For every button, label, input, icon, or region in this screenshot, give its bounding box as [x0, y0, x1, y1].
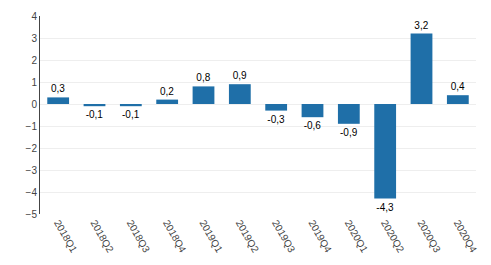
- svg-text:2018Q3: 2018Q3: [125, 218, 153, 255]
- svg-text:0,2: 0,2: [160, 86, 174, 97]
- svg-text:0,4: 0,4: [451, 81, 465, 92]
- svg-text:−4: −4: [26, 187, 38, 198]
- svg-text:-0,9: -0,9: [340, 127, 358, 138]
- svg-text:2018Q1: 2018Q1: [52, 218, 80, 255]
- svg-text:−2: −2: [26, 143, 38, 154]
- svg-text:−5: −5: [26, 209, 38, 220]
- svg-text:-0,3: -0,3: [267, 114, 285, 125]
- svg-text:4: 4: [31, 11, 37, 22]
- svg-text:0,9: 0,9: [233, 70, 247, 81]
- svg-text:3: 3: [31, 33, 37, 44]
- svg-text:2020Q1: 2020Q1: [343, 218, 371, 255]
- svg-text:2018Q2: 2018Q2: [88, 218, 116, 255]
- svg-text:0,3: 0,3: [51, 83, 65, 94]
- svg-text:3,2: 3,2: [414, 20, 428, 31]
- svg-text:2019Q4: 2019Q4: [306, 218, 334, 255]
- svg-text:-0,1: -0,1: [86, 109, 104, 120]
- svg-text:2020Q2: 2020Q2: [379, 218, 407, 255]
- svg-text:2: 2: [31, 55, 37, 66]
- svg-text:2019Q2: 2019Q2: [234, 218, 262, 255]
- svg-text:−3: −3: [26, 165, 38, 176]
- svg-text:1: 1: [31, 77, 37, 88]
- svg-text:-4,3: -4,3: [376, 202, 394, 213]
- svg-text:2019Q3: 2019Q3: [270, 218, 298, 255]
- svg-text:-0,6: -0,6: [304, 120, 322, 131]
- svg-text:2019Q1: 2019Q1: [197, 218, 225, 255]
- svg-text:0: 0: [31, 99, 37, 110]
- svg-text:-0,1: -0,1: [122, 109, 140, 120]
- svg-text:2020Q4: 2020Q4: [452, 218, 480, 255]
- svg-text:2020Q3: 2020Q3: [415, 218, 443, 255]
- svg-text:2018Q4: 2018Q4: [161, 218, 189, 255]
- svg-text:0,8: 0,8: [196, 72, 210, 83]
- svg-text:−1: −1: [26, 121, 38, 132]
